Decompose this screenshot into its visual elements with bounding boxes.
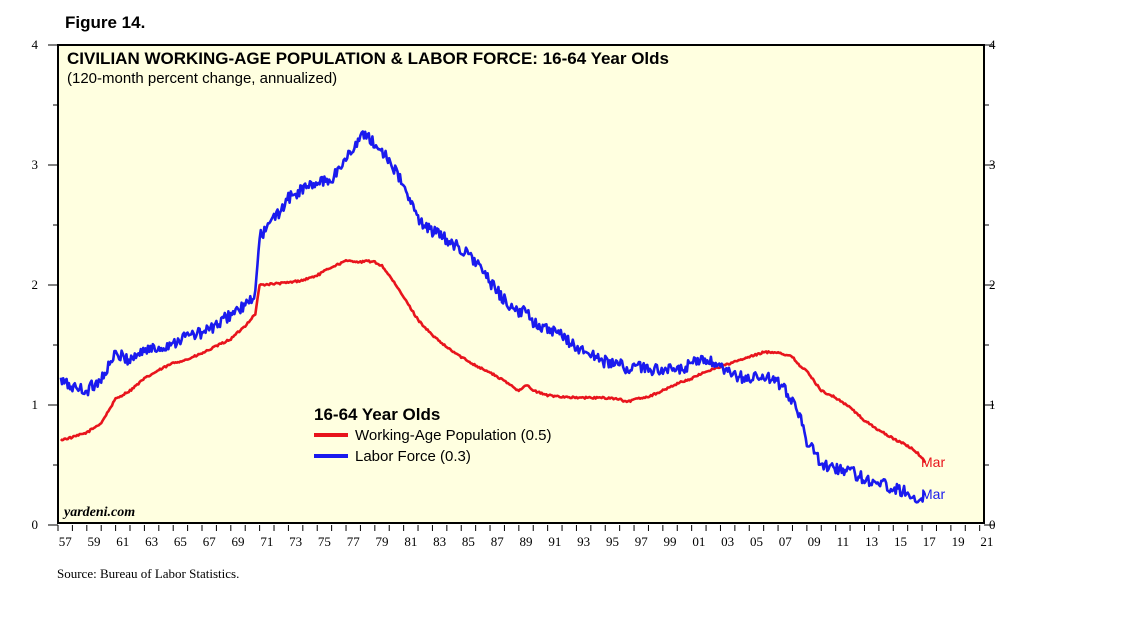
x-tick-label: 97 bbox=[635, 534, 649, 549]
legend-title: 16-64 Year Olds bbox=[314, 405, 441, 424]
y-tick-label-left: 3 bbox=[32, 157, 39, 172]
figure-label: Figure 14. bbox=[65, 13, 146, 32]
y-tick-label-right: 1 bbox=[989, 397, 996, 412]
x-tick-label: 15 bbox=[894, 534, 907, 549]
x-tick-label: 85 bbox=[462, 534, 475, 549]
x-tick-label: 69 bbox=[232, 534, 245, 549]
watermark: yardeni.com bbox=[64, 505, 136, 520]
series-line-labor-force bbox=[59, 130, 927, 504]
x-tick-label: 99 bbox=[664, 534, 677, 549]
x-tick-label: 01 bbox=[692, 534, 705, 549]
y-tick-label-left: 0 bbox=[32, 517, 39, 532]
x-tick-label: 87 bbox=[491, 534, 505, 549]
legend-label-working-age: Working-Age Population (0.5) bbox=[355, 427, 552, 444]
x-tick-label: 95 bbox=[606, 534, 619, 549]
x-tick-label: 59 bbox=[88, 534, 101, 549]
y-tick-label-left: 2 bbox=[32, 277, 39, 292]
legend-label-labor-force: Labor Force (0.3) bbox=[355, 448, 471, 465]
x-tick-label: 03 bbox=[721, 534, 734, 549]
series-line-working-age bbox=[59, 258, 927, 464]
axes: 0 01 12 23 34 457 59 61 63 65 67 69 71 73 75 77 79 81 83 85… bbox=[32, 37, 997, 549]
x-tick-label: 77 bbox=[347, 534, 361, 549]
plot-area bbox=[57, 44, 985, 524]
end-label-labor-force: Mar bbox=[921, 486, 946, 502]
source-note: Source: Bureau of Labor Statistics. bbox=[57, 566, 240, 581]
x-tick-label: 21 bbox=[980, 534, 993, 549]
x-tick-label: 89 bbox=[520, 534, 533, 549]
x-tick-label: 05 bbox=[750, 534, 763, 549]
x-tick-label: 61 bbox=[116, 534, 129, 549]
x-tick-label: 83 bbox=[433, 534, 446, 549]
legend-swatch-blue bbox=[314, 454, 348, 459]
legend-item-labor-force: Labor Force (0.3) bbox=[314, 448, 471, 468]
x-tick-label: 11 bbox=[837, 534, 850, 549]
chart-subtitle: (120-month percent change, annualized) bbox=[67, 70, 338, 87]
legend-swatch-red bbox=[314, 433, 348, 438]
x-tick-label: 63 bbox=[145, 534, 158, 549]
x-tick-label: 09 bbox=[808, 534, 821, 549]
y-tick-label-right: 2 bbox=[989, 277, 996, 292]
x-tick-label: 93 bbox=[577, 534, 590, 549]
x-tick-label: 19 bbox=[952, 534, 965, 549]
y-tick-label-right: 0 bbox=[989, 517, 996, 532]
x-tick-label: 75 bbox=[318, 534, 331, 549]
y-tick-label-left: 1 bbox=[32, 397, 39, 412]
x-tick-label: 71 bbox=[260, 534, 273, 549]
x-tick-label: 67 bbox=[203, 534, 217, 549]
end-label-working-age: Mar bbox=[921, 454, 946, 470]
x-tick-label: 91 bbox=[548, 534, 561, 549]
x-tick-label: 73 bbox=[289, 534, 302, 549]
chart-title: CIVILIAN WORKING-AGE POPULATION & LABOR … bbox=[67, 49, 669, 68]
series-layer bbox=[59, 130, 927, 504]
x-tick-label: 13 bbox=[865, 534, 878, 549]
x-tick-label: 81 bbox=[404, 534, 417, 549]
x-tick-label: 79 bbox=[376, 534, 389, 549]
x-tick-label: 07 bbox=[779, 534, 793, 549]
y-tick-label-left: 4 bbox=[32, 37, 39, 52]
x-tick-label: 65 bbox=[174, 534, 187, 549]
x-tick-label: 17 bbox=[923, 534, 937, 549]
y-tick-label-right: 3 bbox=[989, 157, 996, 172]
legend-item-working-age: Working-Age Population (0.5) bbox=[314, 427, 552, 447]
y-tick-label-right: 4 bbox=[989, 37, 996, 52]
x-tick-label: 57 bbox=[59, 534, 73, 549]
